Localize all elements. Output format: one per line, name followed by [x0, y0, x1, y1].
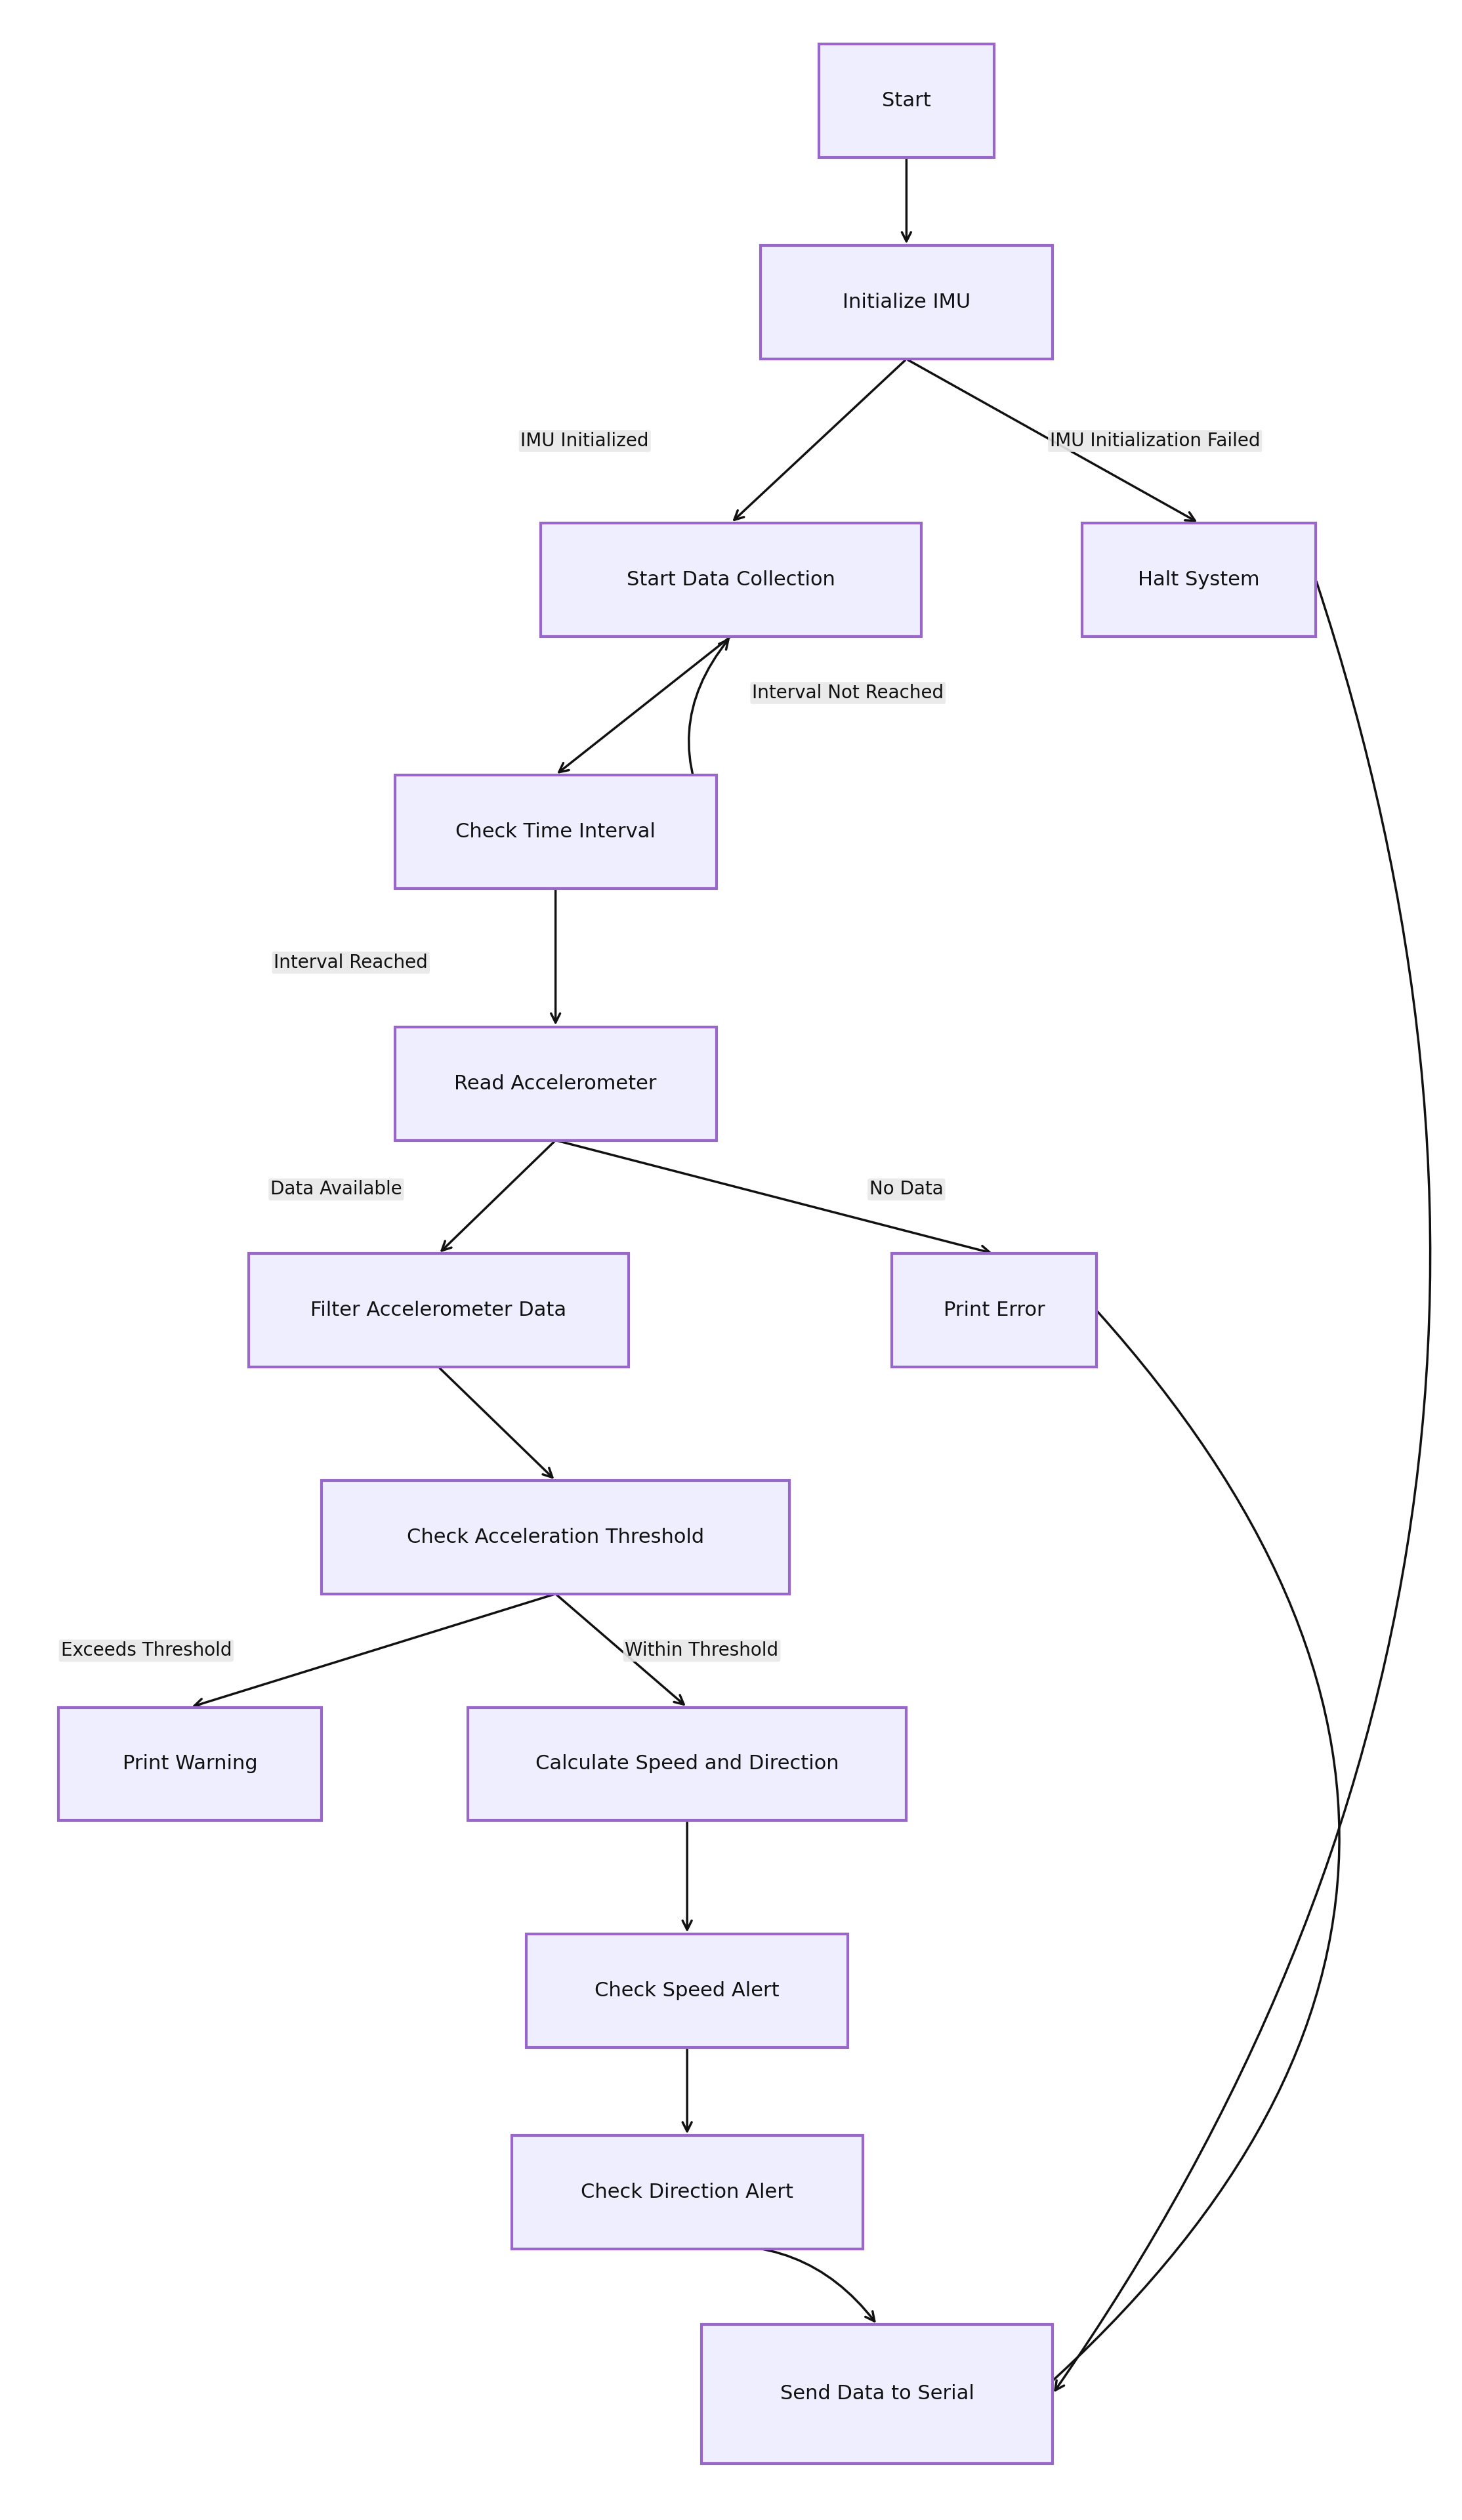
Text: Start Data Collection: Start Data Collection — [627, 570, 835, 590]
Text: Read Accelerometer: Read Accelerometer — [455, 1074, 656, 1094]
Text: No Data: No Data — [870, 1179, 943, 1200]
Text: Print Error: Print Error — [943, 1300, 1045, 1320]
Text: Check Acceleration Threshold: Check Acceleration Threshold — [406, 1527, 705, 1547]
Text: Halt System: Halt System — [1137, 570, 1260, 590]
FancyBboxPatch shape — [760, 244, 1053, 358]
FancyBboxPatch shape — [541, 522, 921, 635]
Text: Interval Not Reached: Interval Not Reached — [751, 683, 944, 703]
Text: Within Threshold: Within Threshold — [624, 1641, 779, 1661]
Text: Send Data to Serial: Send Data to Serial — [781, 2384, 974, 2404]
Text: IMU Initialized: IMU Initialized — [520, 431, 649, 451]
FancyBboxPatch shape — [322, 1482, 789, 1595]
Text: IMU Initialization Failed: IMU Initialization Failed — [1050, 431, 1260, 451]
FancyBboxPatch shape — [512, 2134, 863, 2248]
Text: Data Available: Data Available — [270, 1179, 402, 1200]
Text: Initialize IMU: Initialize IMU — [842, 292, 971, 312]
FancyBboxPatch shape — [58, 1709, 322, 1819]
Text: Print Warning: Print Warning — [123, 1754, 257, 1774]
Text: Exceeds Threshold: Exceeds Threshold — [61, 1641, 231, 1661]
FancyBboxPatch shape — [702, 2323, 1053, 2465]
FancyBboxPatch shape — [468, 1709, 906, 1819]
Text: Calculate Speed and Direction: Calculate Speed and Direction — [535, 1754, 839, 1774]
FancyBboxPatch shape — [526, 1935, 848, 2046]
FancyBboxPatch shape — [395, 774, 716, 890]
Text: Filter Accelerometer Data: Filter Accelerometer Data — [310, 1300, 567, 1320]
FancyBboxPatch shape — [249, 1255, 629, 1366]
Text: Start: Start — [882, 91, 931, 111]
Text: Check Speed Alert: Check Speed Alert — [595, 1981, 779, 2001]
FancyBboxPatch shape — [892, 1255, 1096, 1366]
Text: Interval Reached: Interval Reached — [273, 953, 428, 973]
FancyBboxPatch shape — [395, 1028, 716, 1139]
FancyBboxPatch shape — [819, 43, 994, 156]
FancyBboxPatch shape — [1082, 522, 1316, 635]
Text: Check Time Interval: Check Time Interval — [456, 822, 655, 842]
Text: Check Direction Alert: Check Direction Alert — [580, 2182, 794, 2202]
